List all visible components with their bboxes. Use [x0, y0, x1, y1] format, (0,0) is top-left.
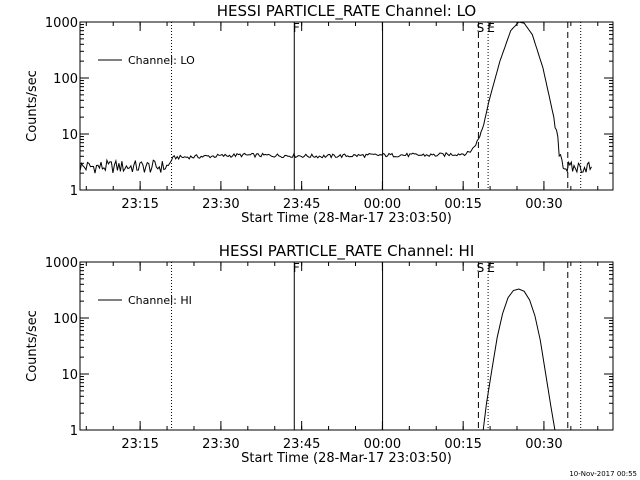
chart-panel-lo: HESSI PARTICLE_RATE Channel: LO 1 10 100 100…	[25, 2, 614, 226]
event-marker-label: E	[487, 261, 495, 275]
event-marker-label: S	[477, 21, 485, 35]
plot-frame	[79, 261, 614, 431]
y-tick-label: 10	[61, 128, 78, 143]
series-line	[80, 22, 592, 174]
y-tick-label: 100	[53, 72, 78, 87]
event-marker-label: S	[477, 261, 485, 275]
y-tick-label: 1000	[45, 16, 78, 31]
x-axis-label: Start Time (28-Mar-17 23:03:50)	[241, 211, 452, 226]
x-tick-label: 00:00	[364, 197, 401, 212]
series-line	[482, 288, 556, 430]
chart-panel-hi: HESSI PARTICLE_RATE Channel: HI 1 10 100 100…	[25, 242, 614, 466]
x-tick-label: 00:30	[525, 437, 562, 452]
y-tick-label: 1	[70, 184, 78, 199]
y-axis-label: Counts/sec	[25, 310, 40, 382]
chart-title: HESSI PARTICLE_RATE Channel: HI	[219, 242, 475, 261]
footer-timestamp: 10-Nov-2017 00:55	[569, 470, 637, 478]
x-tick-label: 23:45	[283, 437, 320, 452]
x-tick-label: 23:15	[121, 197, 158, 212]
y-tick-label: 1	[70, 424, 78, 439]
y-tick-label: 1000	[45, 256, 78, 271]
x-axis-label: Start Time (28-Mar-17 23:03:50)	[241, 451, 452, 466]
event-marker-label: E	[487, 21, 495, 35]
x-tick-label: 00:00	[364, 437, 401, 452]
y-tick-label: 10	[61, 368, 78, 383]
plot-frame	[79, 21, 614, 191]
event-marker-label: F	[293, 21, 300, 35]
event-marker-label: F	[293, 261, 300, 275]
data-series-group	[482, 288, 556, 430]
y-axis-label: Counts/sec	[25, 70, 40, 142]
y-tick-label: 100	[53, 312, 78, 327]
x-tick-label: 00:30	[525, 197, 562, 212]
x-tick-label: 23:30	[202, 197, 239, 212]
legend-entry: Channel: HI	[128, 294, 192, 307]
x-tick-label: 00:15	[444, 197, 481, 212]
legend-entry: Channel: LO	[128, 54, 195, 67]
x-tick-label: 00:15	[444, 437, 481, 452]
data-series-group	[80, 22, 592, 174]
x-tick-label: 23:45	[283, 197, 320, 212]
x-tick-label: 23:30	[202, 437, 239, 452]
chart-title: HESSI PARTICLE_RATE Channel: LO	[217, 2, 476, 21]
x-tick-label: 23:15	[121, 437, 158, 452]
